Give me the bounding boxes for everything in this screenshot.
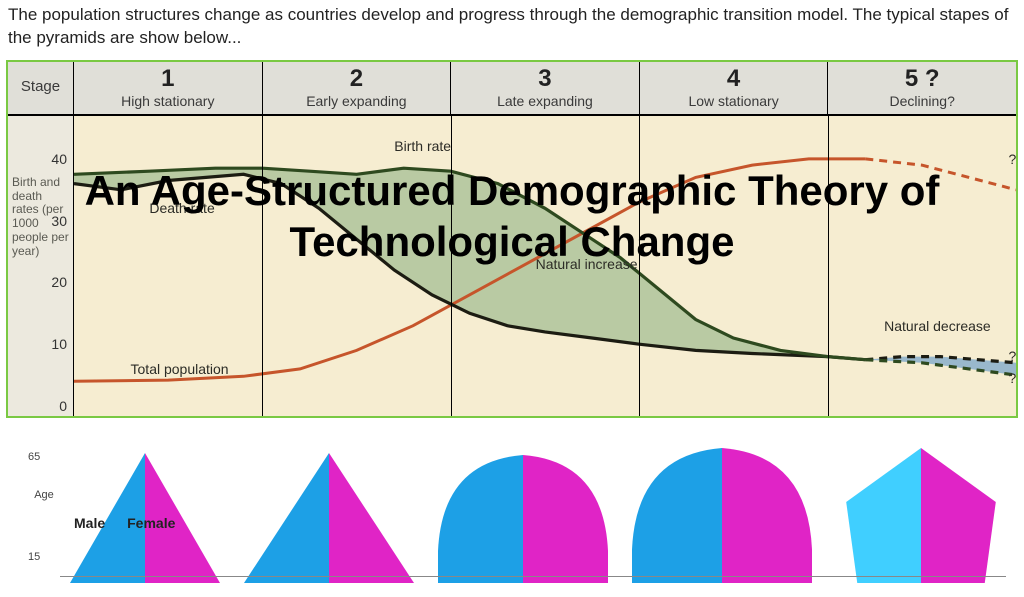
pyramid-female-half: [523, 455, 608, 583]
pyramid-baseline: [60, 576, 1006, 577]
pyramid-male-half: [846, 448, 921, 583]
population-pyramid-3: [438, 455, 608, 583]
gender-labels: Male Female: [74, 515, 175, 531]
stage-label: Low stationary: [640, 93, 828, 109]
stage-number: 2: [263, 65, 451, 93]
intro-text: The population structures change as coun…: [0, 0, 1024, 60]
stage-label: Early expanding: [263, 93, 451, 109]
question-mark-2: ?: [1008, 348, 1016, 364]
stage-header-row: Stage 1 High stationary2 Early expanding…: [8, 62, 1016, 116]
total-population-label: Total population: [131, 361, 229, 377]
stage-number: 3: [451, 65, 639, 93]
stage-label: High stationary: [74, 93, 262, 109]
pyramid-male-half: [244, 453, 329, 583]
male-label: Male: [74, 515, 105, 531]
stage-label: Late expanding: [451, 93, 639, 109]
population-pyramid-2: [244, 453, 414, 583]
pyramid-male-half: [632, 448, 722, 583]
stage-header-3: 3 Late expanding: [451, 62, 640, 114]
age-tick-65: 65: [28, 451, 40, 463]
y-tick-0: 0: [59, 398, 67, 414]
stage-header-5: 5 ? Declining?: [828, 62, 1016, 114]
natural-decrease-label: Natural decrease: [884, 318, 991, 334]
pyramid-age-axis-label: Age: [18, 489, 70, 541]
population-pyramid-5: [836, 448, 1006, 583]
overlay-title: An Age-Structured Demographic Theory of …: [0, 165, 1024, 267]
stage-number: 5 ?: [828, 65, 1016, 93]
pyramid-female-half: [329, 453, 414, 583]
age-tick-15: 15: [28, 551, 40, 563]
pyramid-female-half: [722, 448, 812, 583]
stage-header-4: 4 Low stationary: [640, 62, 829, 114]
question-mark-3: ?: [1008, 370, 1016, 386]
y-tick-10: 10: [51, 336, 67, 352]
pyramid-female-half: [921, 448, 996, 583]
stage-number: 1: [74, 65, 262, 93]
y-tick-20: 20: [51, 274, 67, 290]
female-label: Female: [127, 515, 175, 531]
stage-label: Declining?: [828, 93, 1016, 109]
pyramid-male-half: [438, 455, 523, 583]
birth-rate-label: Birth rate: [394, 138, 451, 154]
stage-number: 4: [640, 65, 828, 93]
population-pyramid-4: [632, 448, 812, 583]
stage-header-1: 1 High stationary: [74, 62, 263, 114]
population-pyramids-row: Age Male Female 65 15: [0, 418, 1024, 583]
stage-header-2: 2 Early expanding: [263, 62, 452, 114]
stage-axis-header: Stage: [8, 62, 74, 114]
